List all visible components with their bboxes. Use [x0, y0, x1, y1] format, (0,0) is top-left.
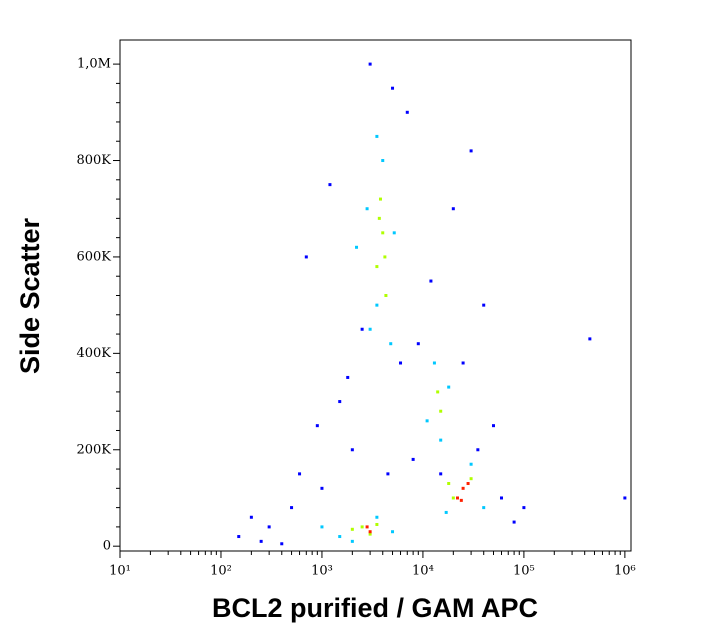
x-tick-label: 10³ [311, 564, 333, 579]
point [249, 515, 253, 519]
plot-frame [119, 39, 632, 552]
point [320, 486, 324, 490]
point [280, 542, 284, 546]
point [482, 506, 486, 510]
point [512, 520, 516, 524]
point [411, 457, 415, 461]
point [346, 375, 350, 379]
point [298, 472, 302, 476]
point [386, 472, 390, 476]
point [461, 486, 465, 490]
point [350, 527, 354, 531]
point [375, 303, 379, 307]
point [459, 498, 463, 502]
point [338, 535, 342, 539]
point [451, 496, 455, 500]
point [384, 294, 388, 297]
point [315, 424, 319, 428]
point [381, 231, 385, 235]
point [360, 327, 364, 331]
point [466, 482, 470, 486]
point [588, 337, 592, 341]
point [476, 448, 480, 452]
point [375, 522, 379, 526]
point [320, 525, 324, 529]
point [365, 207, 369, 211]
point [439, 438, 443, 442]
point [365, 525, 369, 529]
point [377, 216, 381, 220]
point [436, 390, 440, 394]
point [416, 342, 420, 346]
point [304, 255, 308, 259]
point [368, 532, 372, 536]
point [447, 385, 451, 389]
point [522, 506, 526, 510]
point [482, 303, 486, 307]
x-tick-label: 10⁵ [513, 564, 535, 579]
x-tick-label: 10² [210, 564, 232, 579]
point [391, 86, 395, 90]
y-tick-label: 400K [76, 346, 111, 361]
point [429, 279, 433, 283]
point [389, 342, 393, 346]
point [499, 496, 503, 500]
point [290, 506, 294, 510]
point [338, 400, 342, 404]
point [328, 183, 332, 187]
point [350, 448, 354, 452]
point [399, 361, 403, 365]
y-tick-label: 0 [103, 539, 111, 554]
point [383, 255, 387, 259]
point [355, 245, 359, 249]
point [447, 482, 451, 486]
x-tick-label: 10⁴ [412, 564, 434, 579]
x-tick-label: 10⁶ [614, 564, 636, 579]
y-tick-label: 1,0M [77, 57, 111, 72]
point [623, 496, 627, 500]
point [375, 265, 379, 269]
point [469, 462, 473, 466]
point [455, 496, 459, 500]
y-tick-label: 200K [76, 442, 111, 457]
point [444, 510, 448, 514]
point [492, 424, 496, 428]
x-tick-label: 10¹ [109, 564, 131, 579]
y-tick-label: 800K [76, 153, 111, 168]
point [451, 207, 455, 211]
point [368, 62, 372, 66]
point [350, 539, 354, 543]
point [432, 361, 436, 365]
point [405, 110, 409, 114]
point [391, 530, 395, 534]
point [378, 197, 382, 201]
point [439, 472, 443, 476]
point [237, 535, 241, 539]
point [469, 149, 473, 153]
y-tick-label: 600K [76, 249, 111, 264]
y-axis-label: Side Scatter [15, 217, 45, 374]
point [375, 134, 379, 138]
point [469, 477, 473, 481]
point [425, 419, 429, 423]
point [381, 159, 385, 163]
point [259, 539, 263, 543]
point [360, 525, 364, 529]
point [375, 515, 379, 519]
point [267, 525, 271, 529]
x-axis-label: BCL2 purified / GAM APC [212, 593, 538, 623]
point [368, 327, 372, 331]
point [392, 231, 396, 235]
point [368, 530, 372, 534]
point [461, 361, 465, 365]
point [439, 409, 443, 413]
